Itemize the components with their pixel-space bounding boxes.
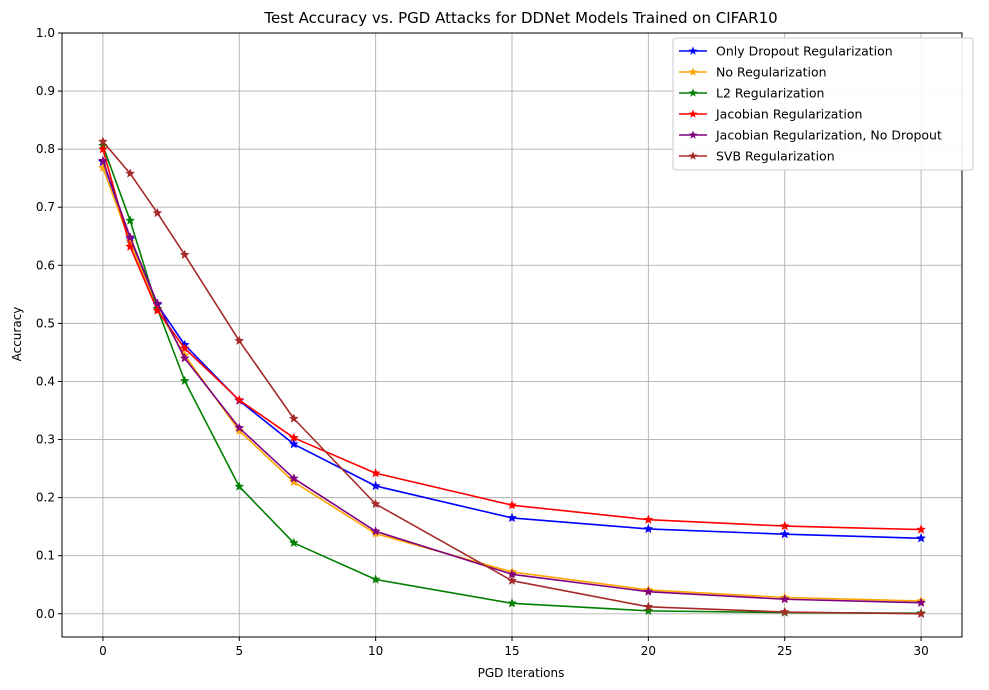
x-tick-label: 5 [235,644,243,658]
data-point [779,520,790,531]
y-tick-label: 0.8 [36,142,55,156]
data-point [288,438,299,449]
data-point [179,343,190,353]
legend-marker [688,151,698,160]
y-tick-label: 0.5 [36,316,55,330]
chart-title: Test Accuracy vs. PGD Attacks for DDNet … [263,9,777,27]
legend-item: Jacobian Regularization, No Dropout [679,128,942,143]
data-point [643,605,654,616]
data-point [643,523,654,534]
data-point [97,143,108,154]
legend-label: Jacobian Regularization [715,107,862,122]
x-tick-label: 25 [777,644,792,658]
data-point [370,480,381,491]
y-tick-label: 0.7 [36,200,55,214]
legend-box [672,37,974,171]
legend-item: L2 Regularization [679,86,824,101]
legend-marker [688,109,698,118]
data-point [179,375,190,386]
data-point [916,608,927,619]
y-tick-label: 0.2 [36,491,55,505]
legend-label: No Regularization [716,65,827,80]
data-point [370,467,381,478]
data-point [288,537,299,548]
data-point [234,481,245,491]
data-point [916,532,927,543]
data-point [916,597,927,608]
legend-label: Only Dropout Regularization [716,44,893,59]
data-point [234,335,245,346]
legend: Only Dropout Regularization No Regulariza… [672,37,974,171]
legend-marker [688,88,698,97]
series-6 [97,136,927,619]
x-tick-label: 10 [368,644,383,658]
legend-marker [688,67,698,76]
data-point [643,601,654,612]
legend-label: Jacobian Regularization, No Dropout [715,128,942,143]
y-tick-label: 0.9 [36,84,55,98]
data-point [779,606,790,617]
data-point [506,512,518,523]
data-point [234,422,245,433]
y-tick-label: 0.0 [36,607,55,621]
data-point [643,586,654,596]
data-point [97,162,108,173]
data-point [179,249,190,260]
legend-marker [688,46,698,55]
series-4 [97,143,927,534]
data-point [370,574,381,584]
data-point [125,232,136,242]
axis-ticks: 0 5 10 15 20 25 30 0.0 0.1 0.2 0.3 0.4 0.5 0.6 0.7 0.8 0… [36,26,929,658]
data-point [506,575,518,585]
data-point [234,394,245,405]
data-point [916,524,927,534]
data-point [125,215,136,225]
legend-item: No Regularization [679,65,827,80]
data-point [370,498,381,509]
data-point [506,499,518,510]
data-point [370,525,381,536]
data-point [288,413,299,423]
x-tick-label: 15 [504,644,519,658]
legend-label: L2 Regularization [716,86,824,101]
data-series [97,136,927,619]
data-point [288,473,299,483]
legend-item: Only Dropout Regularization [679,44,893,59]
data-point [779,528,790,539]
series-5 [97,155,927,608]
legend-item: SVB Regularization [679,149,835,164]
legend-marker [688,130,698,139]
y-tick-label: 0.1 [36,549,55,563]
x-tick-label: 0 [99,644,107,658]
x-tick-label: 20 [641,644,656,658]
data-point [288,432,299,443]
data-point [152,207,163,218]
data-point [779,593,790,604]
legend-label: SVB Regularization [716,149,835,164]
y-tick-label: 0.6 [36,258,55,272]
data-point [506,598,518,608]
data-point [97,136,108,146]
y-tick-label: 0.4 [36,374,55,388]
data-point [179,352,190,363]
y-tick-label: 0.3 [36,433,55,447]
y-tick-label: 1.0 [36,26,55,40]
legend-item: Jacobian Regularization [679,107,862,122]
data-point [125,168,136,178]
data-point [643,514,654,524]
x-axis-label: PGD Iterations [478,666,565,680]
y-axis-label: Accuracy [10,307,24,362]
x-tick-label: 30 [913,644,928,658]
data-point [97,155,108,166]
data-point [234,425,245,436]
data-point [152,298,163,308]
